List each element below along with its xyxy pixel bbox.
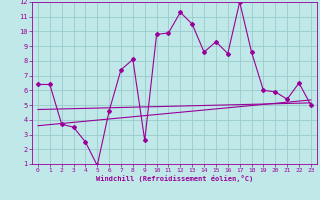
- X-axis label: Windchill (Refroidissement éolien,°C): Windchill (Refroidissement éolien,°C): [96, 175, 253, 182]
